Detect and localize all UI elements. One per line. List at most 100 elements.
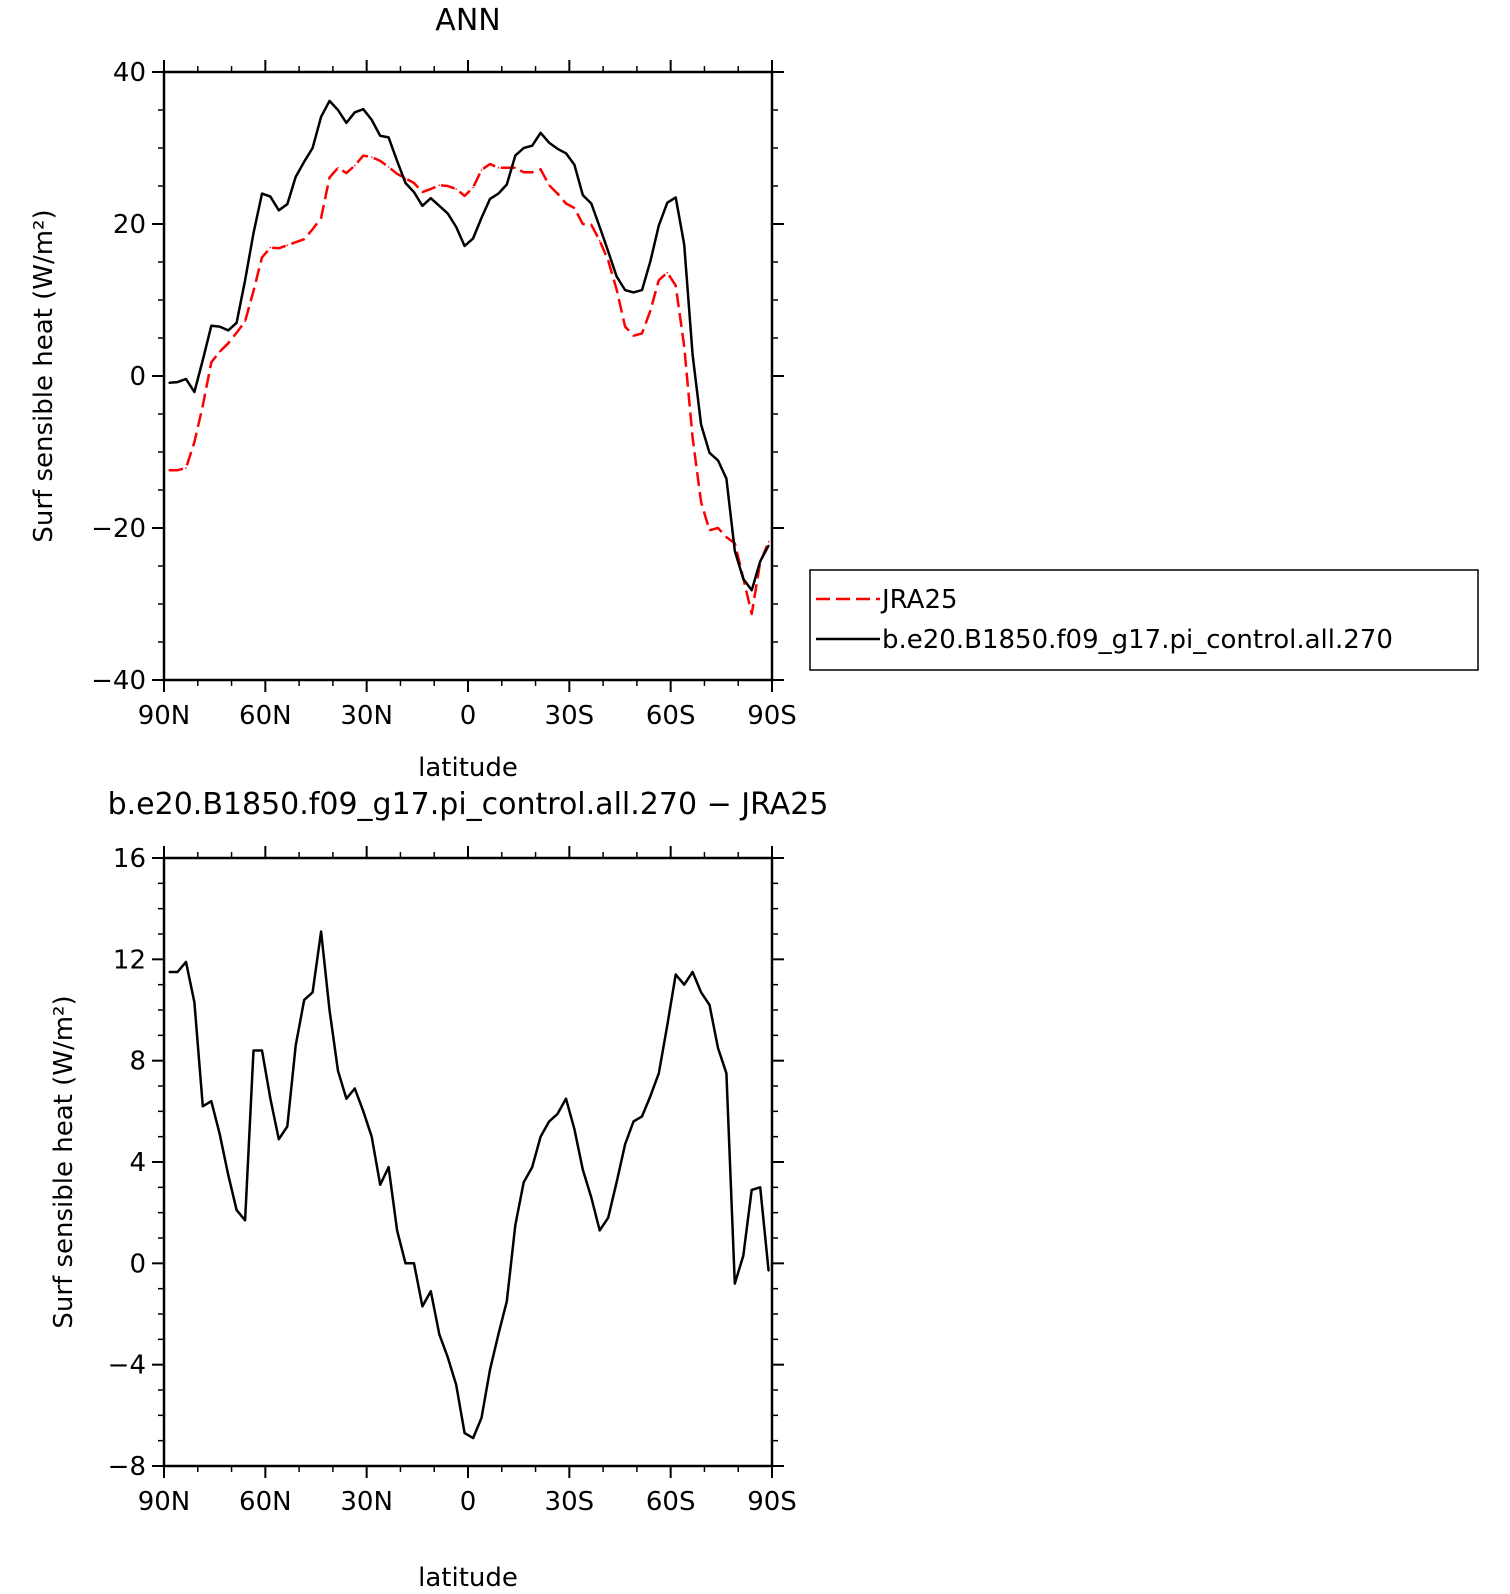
data-point bbox=[666, 201, 669, 204]
data-point bbox=[193, 441, 196, 443]
data-point bbox=[708, 451, 711, 454]
data-point bbox=[472, 1437, 474, 1439]
data-point bbox=[691, 353, 694, 356]
data-point bbox=[218, 325, 221, 328]
data-point bbox=[708, 529, 711, 532]
data-point bbox=[649, 260, 652, 263]
data-point bbox=[506, 166, 508, 169]
data-point bbox=[396, 173, 398, 175]
x-tick-label: 0 bbox=[460, 701, 477, 731]
data-point bbox=[455, 188, 457, 190]
data-point bbox=[666, 271, 669, 274]
data-point bbox=[522, 171, 525, 174]
y-tick-label: −20 bbox=[91, 514, 146, 544]
data-point bbox=[607, 1216, 609, 1219]
y-tick-label: 4 bbox=[129, 1148, 146, 1178]
data-point bbox=[548, 184, 550, 187]
data-point bbox=[598, 1229, 601, 1232]
data-point bbox=[396, 160, 398, 162]
data-point bbox=[717, 1047, 719, 1049]
data-point bbox=[556, 192, 559, 195]
data-point bbox=[463, 1432, 466, 1434]
data-point bbox=[168, 382, 170, 384]
bottom-x-axis-title: latitude bbox=[418, 1563, 518, 1593]
data-point bbox=[311, 991, 314, 994]
data-point bbox=[573, 163, 576, 166]
series-line-jra25 bbox=[169, 154, 770, 616]
data-point bbox=[489, 163, 491, 165]
data-point bbox=[227, 329, 229, 332]
data-point bbox=[294, 241, 297, 244]
data-point bbox=[455, 226, 457, 228]
data-point bbox=[480, 1417, 483, 1419]
data-point bbox=[235, 322, 238, 324]
data-point bbox=[202, 404, 204, 407]
data-point bbox=[582, 1168, 584, 1171]
data-point bbox=[294, 176, 297, 178]
data-point bbox=[438, 204, 441, 207]
data-point bbox=[742, 578, 745, 580]
legend-box bbox=[809, 569, 1479, 671]
data-point bbox=[582, 194, 584, 196]
data-point bbox=[303, 238, 305, 240]
data-point bbox=[480, 169, 483, 171]
data-point bbox=[700, 991, 702, 994]
data-point bbox=[269, 1097, 272, 1100]
data-point bbox=[691, 436, 694, 439]
y-tick-label: −8 bbox=[108, 1452, 146, 1482]
data-point bbox=[565, 1097, 567, 1100]
data-point bbox=[185, 961, 187, 963]
data-point bbox=[413, 182, 415, 184]
data-point bbox=[725, 536, 728, 538]
data-point bbox=[379, 135, 381, 137]
plot-frame bbox=[162, 856, 774, 1468]
data-point bbox=[379, 160, 381, 162]
data-point bbox=[421, 204, 424, 207]
data-point bbox=[227, 342, 229, 345]
data-point bbox=[354, 164, 356, 167]
data-point bbox=[235, 1209, 238, 1211]
data-point bbox=[218, 1133, 221, 1135]
x-tick-label: 90N bbox=[138, 701, 191, 731]
data-point bbox=[658, 279, 660, 282]
top-chart-axes: 90N 60N 30N 0 30S 60S 90S 40 20 0 −20 −40 bbox=[91, 58, 797, 731]
x-tick-label: 60S bbox=[646, 701, 696, 731]
data-point bbox=[700, 501, 702, 503]
y-tick-label: −40 bbox=[91, 666, 146, 696]
data-point bbox=[590, 1196, 593, 1199]
bottom-chart-series bbox=[168, 930, 770, 1440]
x-tick-label: 90S bbox=[747, 701, 797, 731]
x-tick-label: 60N bbox=[239, 701, 292, 731]
data-point bbox=[252, 1049, 255, 1052]
data-point bbox=[337, 166, 339, 169]
data-point bbox=[404, 182, 407, 184]
data-point bbox=[269, 246, 272, 249]
data-point bbox=[658, 224, 660, 227]
data-point bbox=[624, 289, 626, 291]
data-point bbox=[252, 290, 255, 292]
bottom-y-axis-title: Surf sensible heat (W/m²) bbox=[49, 995, 79, 1328]
bottom-difference-chart: b.e20.B1850.f09_g17.pi_control.all.270 −… bbox=[49, 787, 828, 1593]
data-point bbox=[750, 613, 753, 615]
data-point bbox=[750, 589, 753, 592]
y-tick-label: 40 bbox=[113, 58, 146, 88]
data-point bbox=[337, 1070, 339, 1072]
data-point bbox=[252, 232, 255, 234]
data-point bbox=[489, 1368, 491, 1371]
data-point bbox=[421, 1305, 424, 1308]
data-point bbox=[387, 166, 390, 168]
y-tick-label: 16 bbox=[113, 844, 146, 874]
data-point bbox=[598, 239, 601, 242]
data-point bbox=[531, 144, 533, 147]
data-point bbox=[624, 325, 626, 328]
data-point bbox=[235, 331, 238, 334]
data-point bbox=[683, 345, 685, 348]
data-point bbox=[362, 154, 365, 157]
series-line-b-e20-b1850-f09-g17-pi-control-all-270 bbox=[168, 99, 770, 592]
data-point bbox=[522, 147, 525, 149]
x-tick-label: 60S bbox=[646, 1487, 696, 1517]
y-tick-label: 12 bbox=[113, 945, 146, 975]
data-point bbox=[607, 259, 609, 262]
data-point bbox=[734, 550, 736, 552]
data-point bbox=[185, 467, 187, 469]
